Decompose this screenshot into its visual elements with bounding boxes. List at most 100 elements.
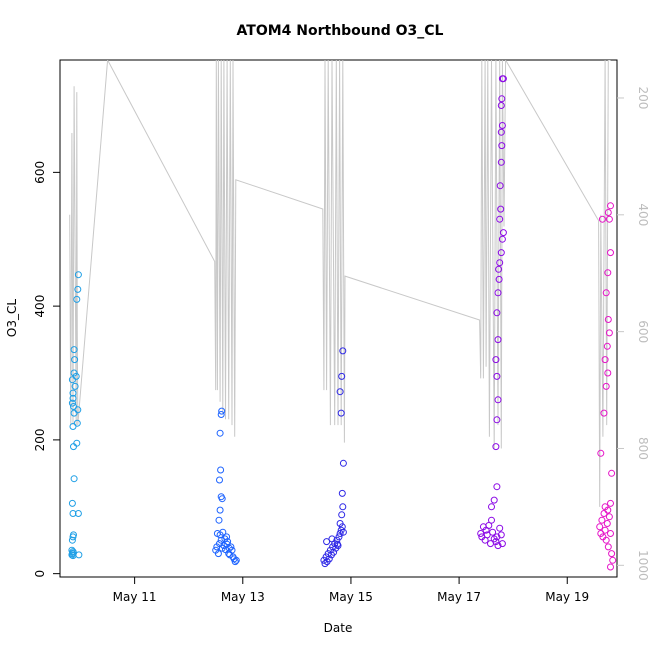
data-point — [216, 506, 224, 514]
series-1 — [68, 271, 83, 560]
data-point — [489, 528, 497, 536]
data-point — [608, 469, 616, 477]
data-point — [74, 285, 82, 293]
data-point — [490, 496, 498, 504]
data-point — [325, 555, 333, 563]
data-point — [492, 356, 500, 364]
x-tick-label: May 15 — [329, 590, 373, 604]
data-point — [498, 142, 506, 150]
data-point — [69, 510, 77, 517]
data-point — [220, 542, 228, 550]
data-point — [600, 510, 608, 517]
y2-tick-label: 600 — [636, 320, 650, 343]
data-point — [328, 535, 336, 543]
data-point — [604, 316, 612, 323]
y-tick-label: 600 — [33, 161, 47, 184]
data-point — [217, 466, 225, 474]
data-point — [336, 530, 344, 537]
data-point — [498, 235, 506, 243]
data-point — [69, 389, 77, 397]
data-point — [494, 336, 502, 344]
data-point — [68, 499, 76, 507]
data-point — [71, 382, 79, 390]
data-point — [498, 122, 506, 129]
data-point — [496, 215, 504, 223]
data-point — [336, 388, 344, 396]
data-point — [495, 265, 503, 273]
data-point — [603, 520, 611, 527]
y2-tick-label: 200 — [636, 87, 650, 110]
data-point — [488, 516, 495, 524]
data-point — [597, 449, 605, 457]
data-point — [70, 475, 78, 483]
data-point — [74, 406, 82, 414]
data-point — [596, 523, 604, 531]
y2-tick-label: 800 — [636, 437, 650, 460]
data-point — [70, 403, 77, 410]
data-point — [488, 503, 495, 511]
data-point — [605, 513, 613, 521]
data-point — [339, 459, 347, 467]
data-point — [219, 528, 227, 536]
data-point — [604, 543, 612, 551]
data-point — [492, 443, 500, 451]
data-point — [330, 548, 338, 556]
data-point — [607, 499, 614, 507]
data-point — [598, 516, 606, 524]
data-point — [218, 407, 226, 415]
x-axis: May 11 May 13 May 15 May 17 May 19 — [113, 577, 589, 604]
data-point — [607, 249, 614, 257]
data-point — [493, 416, 501, 424]
data-point — [68, 536, 76, 544]
data-point — [338, 372, 346, 380]
data-point — [605, 329, 613, 337]
data-point — [605, 215, 613, 223]
data-point — [73, 439, 81, 447]
data-point — [73, 419, 81, 427]
data-point — [232, 556, 240, 564]
data-point — [604, 269, 612, 277]
data-point — [225, 544, 233, 552]
data-point — [602, 536, 610, 544]
data-point — [495, 275, 503, 283]
data-point — [217, 536, 225, 544]
x-tick-label: May 11 — [113, 590, 157, 604]
data-point — [214, 550, 222, 558]
data-point — [604, 369, 612, 377]
data-point — [75, 551, 83, 559]
series-4 — [477, 75, 507, 550]
data-point — [70, 369, 78, 377]
data-point — [72, 372, 80, 380]
data-point — [602, 289, 610, 297]
series-3 — [320, 347, 347, 568]
data-point — [600, 409, 608, 417]
data-point — [477, 530, 485, 537]
data-point — [223, 540, 231, 548]
data-point — [497, 102, 505, 109]
data-point — [68, 399, 76, 407]
y-tick-label: 400 — [33, 295, 47, 318]
y-axis-right: 200 400 600 800 1000 — [617, 87, 650, 581]
x-tick-label: May 17 — [437, 590, 481, 604]
data-point — [603, 342, 611, 350]
altitude-trace-layer — [69, 60, 611, 507]
data-point — [339, 347, 347, 355]
data-point — [607, 202, 614, 210]
data-point — [493, 372, 501, 380]
data-point — [337, 526, 345, 534]
data-point — [70, 346, 78, 354]
data-point — [71, 356, 79, 364]
data-point — [493, 533, 501, 541]
data-point — [338, 489, 346, 497]
y2-tick-label: 1000 — [636, 550, 650, 581]
data-point — [216, 429, 224, 437]
data-point — [604, 506, 612, 514]
data-point — [216, 476, 223, 484]
series-5 — [596, 202, 617, 571]
x-axis-label: Date — [324, 621, 353, 635]
data-point — [493, 309, 501, 317]
data-point — [335, 533, 343, 541]
data-point — [604, 209, 612, 216]
data-point — [223, 533, 231, 541]
